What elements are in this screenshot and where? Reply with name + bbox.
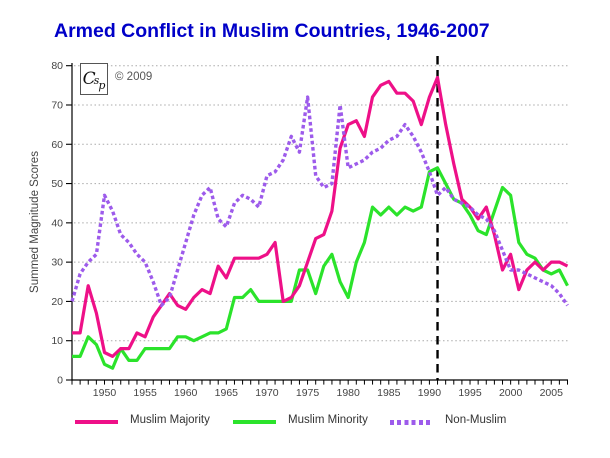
muslim-majority-line-swatch [75, 420, 118, 424]
series-line-muslim-majority [72, 75, 569, 358]
non-muslim-dashed-swatch [390, 420, 432, 425]
svg-text:1995: 1995 [458, 387, 482, 399]
svg-text:1950: 1950 [93, 387, 117, 399]
svg-text:1990: 1990 [418, 387, 442, 399]
svg-text:1960: 1960 [174, 387, 198, 399]
series-line-muslim-minority [72, 166, 569, 370]
svg-text:20: 20 [51, 296, 63, 308]
svg-text:2005: 2005 [540, 387, 564, 399]
svg-text:1965: 1965 [215, 387, 239, 399]
legend-label-muslim-majority: Muslim Majority [130, 414, 210, 426]
svg-text:1955: 1955 [133, 387, 157, 399]
csp-logo-monogram: Csp [82, 69, 106, 92]
axes [71, 63, 568, 381]
legend-label-non-muslim: Non-Muslim [445, 414, 507, 426]
copyright-text: © 2009 [115, 71, 153, 83]
svg-text:30: 30 [51, 257, 63, 269]
svg-text:70: 70 [51, 99, 63, 111]
legend-label-muslim-minority: Muslim Minority [288, 414, 368, 426]
chart-legend: Muslim Majority Muslim Minority Non-Musl… [0, 413, 610, 435]
svg-text:1970: 1970 [255, 387, 279, 399]
svg-text:0: 0 [57, 375, 63, 387]
x-axis-ticks: 1950 1955 1960 1965 1970 1975 1980 1985 1990 1995… [71, 380, 568, 399]
y-axis-label: Summed Magnitude Scores [29, 151, 41, 293]
svg-text:2000: 2000 [499, 387, 523, 399]
csp-logo-box: Csp [80, 63, 108, 95]
svg-text:1980: 1980 [337, 387, 361, 399]
y-axis-ticks: 0 10 20 30 40 50 60 70 80 [51, 60, 72, 387]
svg-text:1975: 1975 [296, 387, 320, 399]
svg-text:50: 50 [51, 178, 63, 190]
svg-text:1985: 1985 [377, 387, 401, 399]
series-line-non-muslim [70, 95, 569, 308]
svg-text:40: 40 [51, 217, 63, 229]
svg-text:10: 10 [51, 335, 63, 347]
svg-text:60: 60 [51, 139, 63, 151]
chart-title: Armed Conflict in Muslim Countries, 1946… [54, 20, 490, 42]
muslim-minority-line-swatch [233, 420, 276, 424]
svg-text:80: 80 [51, 60, 63, 72]
gridlines [74, 65, 568, 342]
